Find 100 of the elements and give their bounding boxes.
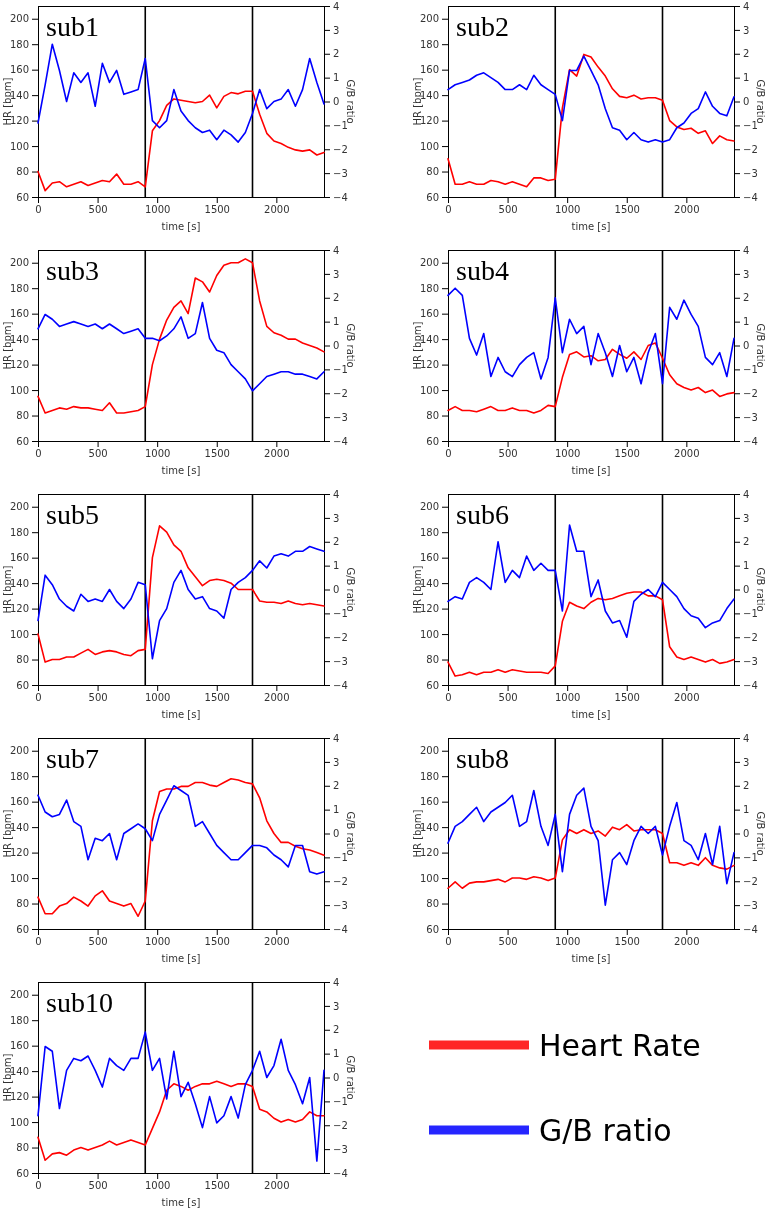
x-tick-label: 1000 xyxy=(554,448,581,460)
x-tick-label: 2000 xyxy=(264,692,290,704)
y2-tick-label: −1 xyxy=(333,1096,348,1108)
y-tick-label: 80 xyxy=(16,898,29,910)
x-tick-label: 1500 xyxy=(204,204,230,216)
y2-tick-label: −3 xyxy=(743,167,758,179)
y2-tick-label: −4 xyxy=(743,435,758,447)
y2-tick-label: 2 xyxy=(333,1024,340,1036)
y-tick-label: 100 xyxy=(9,384,29,396)
y-tick-label: 200 xyxy=(419,257,439,269)
x-tick-label: 1500 xyxy=(614,448,640,460)
y2-tick-label: 4 xyxy=(743,0,750,12)
y2-tick-label: −1 xyxy=(333,608,348,620)
chart-title: sub3 xyxy=(46,255,99,286)
y2-tick-label: −1 xyxy=(333,852,348,864)
y2-tick-label: 4 xyxy=(333,976,340,988)
y2-tick-label: 1 xyxy=(743,560,750,572)
y2-tick-label: 4 xyxy=(333,0,340,12)
y2-tick-label: −4 xyxy=(333,679,348,691)
y2-tick-label: −4 xyxy=(743,923,758,935)
x-tick-label: 0 xyxy=(35,204,42,216)
y2-tick-label: 4 xyxy=(743,244,750,256)
x-tick-label: 1000 xyxy=(144,204,171,216)
y2-tick-label: −3 xyxy=(743,655,758,667)
line-series xyxy=(447,823,735,890)
y2-tick-label: −3 xyxy=(333,655,348,667)
y-tick-label: 200 xyxy=(9,989,29,1001)
y2-axis-title: G/B ratio xyxy=(345,79,356,124)
x-tick-label: 2000 xyxy=(264,1180,290,1192)
y-tick-label: 60 xyxy=(426,679,439,691)
y2-tick-label: 3 xyxy=(333,24,340,36)
x-tick-label: 0 xyxy=(35,448,42,460)
line-series xyxy=(37,545,325,660)
y-tick-label: 60 xyxy=(16,923,29,935)
y2-tick-label: 3 xyxy=(333,756,340,768)
line-series xyxy=(447,287,735,385)
x-tick-label: 1000 xyxy=(144,692,171,704)
line-series xyxy=(447,55,735,143)
chart-title: sub5 xyxy=(46,499,99,530)
y-tick-label: 160 xyxy=(9,796,29,808)
y-tick-label: 60 xyxy=(426,923,439,935)
y-tick-label: 160 xyxy=(419,64,439,76)
line-series xyxy=(37,258,325,414)
line-series xyxy=(37,1080,325,1162)
chart-title: sub10 xyxy=(46,987,113,1018)
y2-tick-label: −1 xyxy=(333,120,348,132)
y-tick-label: 180 xyxy=(9,38,29,50)
chart-title: sub8 xyxy=(456,743,509,774)
y-tick-label: 180 xyxy=(9,770,29,782)
y2-tick-label: −2 xyxy=(333,875,348,887)
x-tick-label: 500 xyxy=(498,936,518,948)
x-tick-label: 1000 xyxy=(144,1180,171,1192)
line-series xyxy=(447,591,735,677)
line-series xyxy=(37,525,325,663)
x-tick-label: 1500 xyxy=(614,692,640,704)
y-tick-label: 180 xyxy=(419,526,439,538)
chart-title: sub1 xyxy=(46,11,99,42)
y-tick-label: 100 xyxy=(419,628,439,640)
y-tick-label: 160 xyxy=(9,308,29,320)
y2-tick-label: −1 xyxy=(743,608,758,620)
y2-tick-label: 2 xyxy=(333,48,340,60)
y2-tick-label: 0 xyxy=(743,584,750,596)
y2-tick-label: 2 xyxy=(333,292,340,304)
y2-tick-label: 0 xyxy=(333,828,340,840)
x-tick-label: 2000 xyxy=(674,692,700,704)
x-tick-label: 1500 xyxy=(204,692,230,704)
x-tick-label: 1500 xyxy=(204,448,230,460)
y-tick-label: 200 xyxy=(9,501,29,513)
y2-tick-label: 0 xyxy=(743,828,750,840)
y-tick-label: 160 xyxy=(419,308,439,320)
y-tick-label: 200 xyxy=(419,501,439,513)
y2-tick-label: −4 xyxy=(333,191,348,203)
y-tick-label: 100 xyxy=(419,384,439,396)
y-tick-label: 80 xyxy=(426,166,439,178)
x-tick-label: 0 xyxy=(35,1180,42,1192)
x-tick-label: 500 xyxy=(498,448,518,460)
x-axis-title: time [s] xyxy=(161,709,201,720)
legend-label: Heart Rate xyxy=(539,1028,701,1063)
y2-tick-label: 4 xyxy=(743,488,750,500)
y-tick-label: 60 xyxy=(16,191,29,203)
y2-tick-label: −2 xyxy=(333,143,348,155)
y2-tick-label: 2 xyxy=(743,292,750,304)
line-series xyxy=(37,301,325,392)
y2-tick-label: −2 xyxy=(743,631,758,643)
y2-tick-label: 3 xyxy=(333,512,340,524)
y2-axis-title: G/B ratio xyxy=(345,323,356,368)
y2-tick-label: −2 xyxy=(743,387,758,399)
x-tick-label: 2000 xyxy=(674,204,700,216)
x-tick-label: 1000 xyxy=(144,936,171,948)
x-tick-label: 0 xyxy=(35,936,42,948)
x-tick-label: 2000 xyxy=(264,936,290,948)
y-tick-label: 100 xyxy=(9,1116,29,1128)
x-tick-label: 1000 xyxy=(554,936,581,948)
y-tick-label: 200 xyxy=(9,13,29,25)
y2-tick-label: 2 xyxy=(743,48,750,60)
y-tick-label: 100 xyxy=(419,872,439,884)
x-axis-title: time [s] xyxy=(161,1197,201,1208)
y-tick-label: 60 xyxy=(16,1167,29,1179)
x-tick-label: 2000 xyxy=(674,448,700,460)
line-series xyxy=(447,342,735,414)
